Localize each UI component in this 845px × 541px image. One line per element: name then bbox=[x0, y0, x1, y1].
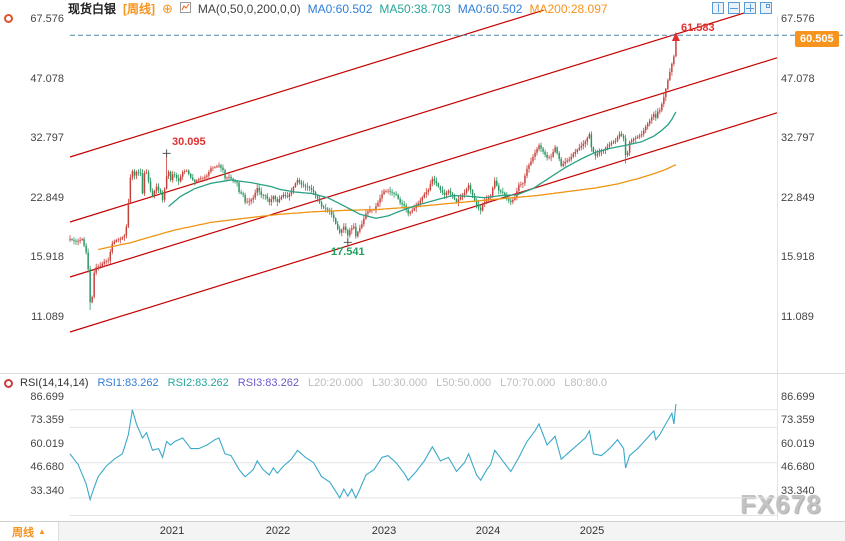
rsi-title: RSI(14,14,14) bbox=[20, 377, 89, 389]
ma200-value: MA200:28.097 bbox=[529, 1, 608, 16]
expand-window-icon[interactable] bbox=[760, 2, 772, 14]
up-candle-bodies bbox=[69, 38, 677, 303]
up-candle-wicks bbox=[69, 34, 677, 304]
price-tick: 67.576 bbox=[30, 13, 64, 25]
rsi-level-label: L30:30.000 bbox=[372, 377, 428, 389]
rsi-indicator-marker-icon[interactable] bbox=[4, 379, 13, 388]
rsi2-value: RSI2:83.262 bbox=[167, 377, 229, 389]
trough-price-label: 17.541 bbox=[331, 246, 365, 258]
trend-channel-line bbox=[69, 10, 547, 158]
layout-toolbar bbox=[712, 2, 772, 14]
main-plot-group bbox=[69, 10, 778, 333]
price-tick: 47.078 bbox=[30, 73, 64, 85]
price-tick: 15.918 bbox=[30, 251, 64, 263]
layout-grid-icon[interactable] bbox=[744, 2, 756, 14]
price-tick: 11.089 bbox=[781, 311, 814, 323]
price-tick: 22.849 bbox=[781, 192, 815, 204]
year-tick: 2022 bbox=[265, 525, 291, 537]
rsi-line bbox=[69, 404, 677, 502]
last-price-tag: 60.505 bbox=[795, 31, 839, 47]
timeframe-tab-label: 周线 bbox=[12, 526, 35, 539]
rsi-level-label: L70:70.000 bbox=[500, 377, 556, 389]
rsi-tick: 73.359 bbox=[781, 414, 815, 426]
rsi-tick: 60.019 bbox=[781, 438, 815, 450]
extreme-cross-marker bbox=[343, 238, 352, 247]
chevron-up-icon: ▲ bbox=[38, 527, 46, 536]
icon-glyph bbox=[766, 4, 770, 8]
icon-glyph bbox=[730, 8, 738, 9]
icon-glyph bbox=[746, 8, 754, 9]
price-tick: 11.089 bbox=[31, 311, 64, 323]
rsi-tick: 86.699 bbox=[781, 391, 815, 403]
ma0-value: MA0:60.502 bbox=[307, 1, 373, 16]
timeframe-tag: [周线] bbox=[123, 2, 156, 16]
price-tick: 47.078 bbox=[781, 73, 815, 85]
rsi-level-label: L20:20.000 bbox=[307, 377, 364, 389]
timeframe-tab[interactable]: 周线 ▲ bbox=[0, 522, 59, 541]
rsi3-value: RSI3:83.262 bbox=[237, 377, 299, 389]
bottom-bar: 周线 ▲ 2021 2022 2023 2024 2025 bbox=[0, 521, 845, 541]
rsi-level-label: L50:50.000 bbox=[436, 377, 492, 389]
watermark: FX678 bbox=[740, 489, 822, 519]
ma0-value-2: MA0:60.502 bbox=[457, 1, 523, 16]
trend-channel-line bbox=[69, 10, 756, 223]
down-candle-bodies bbox=[71, 114, 657, 303]
trend-channel-line bbox=[69, 57, 778, 278]
icon-glyph bbox=[718, 4, 719, 12]
ma-indicator-icon[interactable] bbox=[179, 1, 191, 16]
ma-settings-label: MA(0,50,0,200,0,0) bbox=[197, 1, 301, 16]
ma200-line bbox=[98, 164, 677, 251]
year-tick: 2025 bbox=[579, 525, 605, 537]
main-chart-marker-icon[interactable] bbox=[4, 14, 13, 23]
layout-two-row-icon[interactable] bbox=[728, 2, 740, 14]
layout-two-column-icon[interactable] bbox=[712, 2, 724, 14]
panel-divider bbox=[0, 373, 845, 374]
price-tick: 32.797 bbox=[30, 132, 64, 144]
price-tick: 32.797 bbox=[781, 132, 815, 144]
ma50-value: MA50:38.703 bbox=[379, 1, 451, 16]
year-tick: 2024 bbox=[475, 525, 501, 537]
price-tick: 67.576 bbox=[781, 13, 815, 25]
rsi-tick: 73.359 bbox=[30, 414, 64, 426]
chart-header: 现货白银 [周线] ⊕ MA(0,50,0,200,0,0) MA0:60.50… bbox=[68, 1, 608, 16]
rsi-plot-group bbox=[69, 404, 777, 516]
rsi-header: RSI(14,14,14) RSI1:83.262 RSI2:83.262 RS… bbox=[20, 377, 607, 389]
peak-price-label: 30.095 bbox=[172, 136, 206, 148]
price-tick: 22.849 bbox=[30, 192, 64, 204]
rsi-tick: 86.699 bbox=[30, 391, 64, 403]
year-tick: 2023 bbox=[371, 525, 397, 537]
rsi1-value: RSI1:83.262 bbox=[97, 377, 159, 389]
rsi-tick: 60.019 bbox=[30, 438, 64, 450]
extreme-cross-marker bbox=[162, 149, 171, 158]
trend-channel-line bbox=[69, 112, 778, 333]
rsi-level-label: L80:80.0 bbox=[564, 377, 608, 389]
symbol-name: 现货白银 bbox=[68, 2, 117, 16]
year-tick: 2021 bbox=[159, 525, 185, 537]
rsi-tick: 46.680 bbox=[30, 461, 64, 473]
new-high-label: 61.583 bbox=[681, 22, 715, 34]
add-compare-icon[interactable]: ⊕ bbox=[162, 0, 173, 16]
new-high-arrow-marker bbox=[671, 32, 680, 41]
ma50-line bbox=[168, 111, 677, 219]
rsi-tick: 33.340 bbox=[30, 485, 64, 497]
rsi-tick: 46.680 bbox=[781, 461, 815, 473]
price-axis-line bbox=[777, 16, 778, 520]
rsi-tick: 33.340 bbox=[781, 485, 815, 497]
price-tick: 15.918 bbox=[781, 251, 815, 263]
